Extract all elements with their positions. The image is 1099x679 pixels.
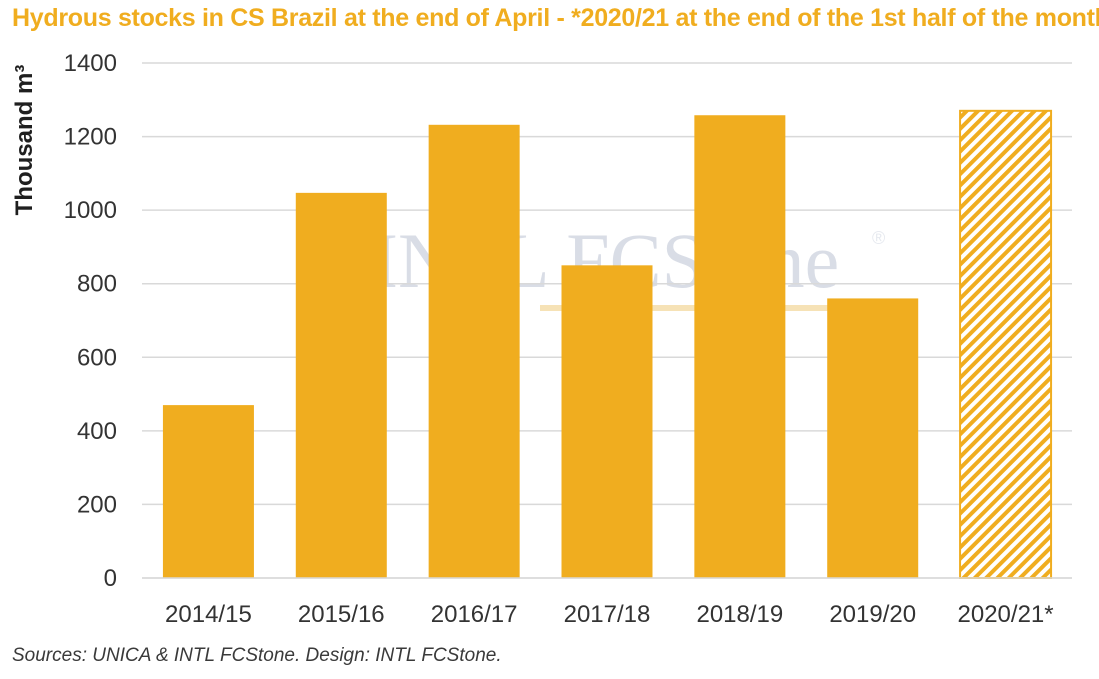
x-tick-label: 2016/17 <box>431 601 518 628</box>
watermark-underline <box>540 305 830 311</box>
bars <box>142 109 1072 579</box>
y-tick-label: 1200 <box>64 124 117 151</box>
y-tick-labels: 0 200 400 600 800 1000 1200 1400 <box>64 50 117 592</box>
x-tick-label: 2019/20 <box>829 601 916 628</box>
x-tick-label: 2018/19 <box>696 601 783 628</box>
bar-2017-18 <box>561 265 653 578</box>
x-tick-label: 2014/15 <box>165 601 252 628</box>
x-tick-labels: 2014/15 2015/16 2016/17 2017/18 2018/19 2019/… <box>165 601 1054 628</box>
x-tick-label: 2020/21* <box>958 601 1054 628</box>
x-tick-label: 2015/16 <box>298 601 385 628</box>
bar-2018-19 <box>694 115 786 578</box>
y-tick-label: 200 <box>77 491 117 518</box>
y-tick-label: 600 <box>77 344 117 371</box>
y-tick-label: 1400 <box>64 50 117 77</box>
bar-2014-15 <box>162 405 254 578</box>
chart-title: Hydrous stocks in CS Brazil at the end o… <box>12 4 1099 32</box>
bar-2019-20 <box>827 298 919 578</box>
bar-2015-16 <box>295 192 387 578</box>
bar-2016-17 <box>428 124 520 579</box>
x-tick-label: 2017/18 <box>564 601 651 628</box>
source-note: Sources: UNICA & INTL FCStone. Design: I… <box>12 645 502 666</box>
y-tick-label: 800 <box>77 271 117 298</box>
y-tick-label: 0 <box>104 565 117 592</box>
y-tick-label: 1000 <box>64 197 117 224</box>
y-tick-label: 400 <box>77 418 117 445</box>
bar-2020-21- <box>959 109 1053 579</box>
watermark-registered: ® <box>872 228 885 248</box>
